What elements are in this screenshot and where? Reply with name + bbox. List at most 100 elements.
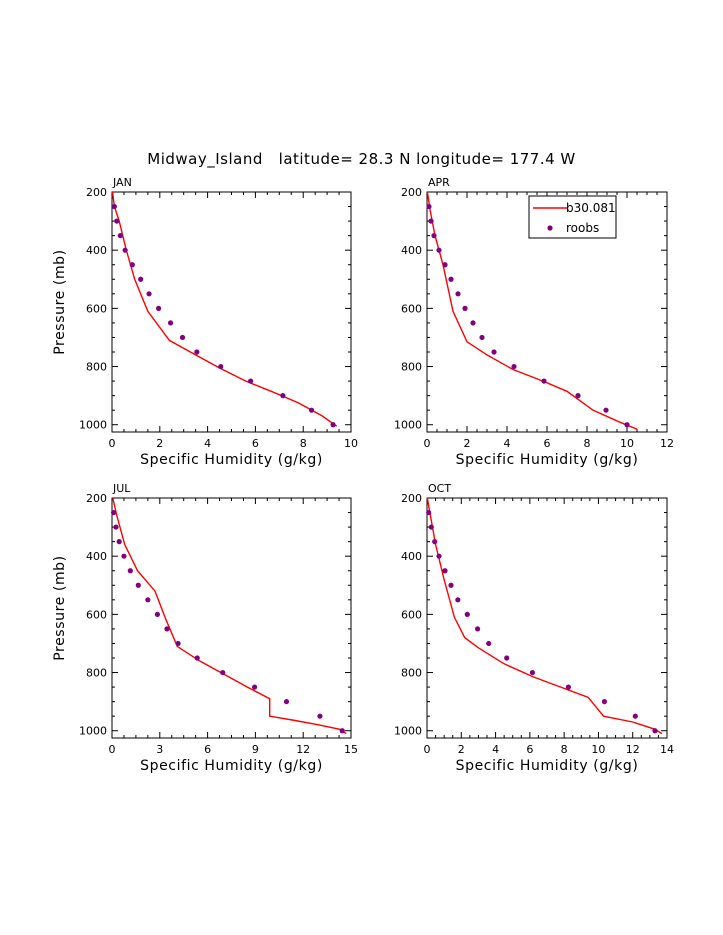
- panel-label: APR: [428, 176, 450, 189]
- x-tick-label: 0: [424, 743, 431, 756]
- obs-point: [455, 291, 461, 297]
- y-axis-label: Pressure (mb): [52, 555, 68, 660]
- obs-point: [436, 553, 442, 559]
- panel-label: JAN: [112, 176, 132, 189]
- x-tick-label: 4: [204, 437, 211, 450]
- panel-oct: 0 2 4 6 8 10 12 14 200 400 600 800 1000 OCT Specific H…: [394, 482, 674, 774]
- legend-obs-swatch: [547, 225, 553, 231]
- obs-point: [113, 524, 119, 530]
- y-tick-label: 800: [86, 361, 107, 374]
- obs-point: [164, 626, 170, 632]
- legend-model-label: b30.081: [566, 201, 616, 215]
- obs-point: [220, 669, 226, 676]
- obs-point: [541, 378, 547, 384]
- x-axis-label: Specific Humidity (g/kg): [456, 452, 639, 468]
- obs-point: [111, 203, 117, 210]
- panel-jul: 0 3 6 9 12 15 200 400 600 800 1000 JUL Specific Humi…: [52, 482, 358, 774]
- y-tick-label: 400: [86, 244, 107, 257]
- obs-point: [575, 393, 581, 399]
- plot-frame: [426, 497, 668, 739]
- y-tick-label: 200: [86, 186, 107, 199]
- x-tick-label: 8: [561, 743, 568, 756]
- obs-point: [428, 524, 434, 530]
- x-tick-label: 6: [526, 743, 533, 756]
- obs-point: [330, 422, 336, 428]
- x-axis-label: Specific Humidity (g/kg): [140, 758, 323, 774]
- y-tick-label: 1000: [394, 419, 422, 432]
- obs-point: [448, 276, 454, 282]
- y-tick-label: 200: [401, 492, 422, 505]
- x-tick-label: 2: [464, 437, 471, 450]
- obs-point: [135, 582, 141, 588]
- obs-point: [121, 553, 127, 559]
- y-tick-label: 1000: [79, 725, 107, 738]
- x-tick-label: 6: [204, 743, 211, 756]
- y-tick-label: 200: [401, 186, 422, 199]
- x-tick-label: 8: [584, 437, 591, 450]
- panel-apr: 0 2 4 6 8 10 12 200 400 600 800 1000 APR Specific Hum…: [394, 176, 674, 468]
- obs-point: [504, 655, 510, 661]
- obs-point: [603, 407, 609, 413]
- obs-point: [308, 407, 315, 413]
- obs-point: [145, 597, 151, 603]
- obs-point: [428, 218, 434, 224]
- x-tick-label: 14: [660, 743, 674, 756]
- x-tick-label: 2: [156, 437, 163, 450]
- y-tick-label: 400: [86, 550, 107, 563]
- obs-point: [339, 728, 345, 734]
- obs-point: [280, 393, 286, 399]
- obs-point: [179, 334, 186, 341]
- obs-point: [129, 262, 135, 268]
- obs-point: [122, 247, 128, 253]
- obs-point: [486, 640, 492, 647]
- x-tick-label: 12: [626, 743, 640, 756]
- y-tick-label: 800: [401, 361, 422, 374]
- obs-point: [442, 262, 448, 268]
- figure-title: Midway_Island latitude= 28.3 N longitude…: [147, 150, 576, 168]
- x-tick-label: 0: [109, 743, 116, 756]
- x-tick-label: 6: [544, 437, 551, 450]
- obs-point: [529, 669, 536, 676]
- obs-point: [167, 320, 174, 326]
- y-tick-label: 200: [86, 492, 107, 505]
- y-axis-label: Pressure (mb): [52, 249, 68, 354]
- obs-point: [462, 305, 468, 311]
- panel-jan: 0 2 4 6 8 10 200 400 600 800 1000 JAN Specific Humid…: [52, 176, 358, 468]
- obs-point: [432, 539, 438, 545]
- y-tick-label: 1000: [394, 725, 422, 738]
- x-tick-label: 4: [504, 437, 511, 450]
- obs-point: [436, 247, 442, 253]
- series-line-model: [426, 497, 663, 735]
- x-tick-label: 10: [620, 437, 634, 450]
- obs-point: [624, 422, 630, 428]
- x-tick-label: 3: [156, 743, 163, 756]
- obs-point: [317, 713, 323, 719]
- obs-point: [248, 378, 254, 384]
- obs-point: [252, 684, 258, 690]
- obs-point: [110, 509, 117, 516]
- obs-point: [431, 233, 437, 239]
- x-axis-label: Specific Humidity (g/kg): [140, 452, 323, 468]
- x-tick-label: 0: [109, 437, 116, 450]
- obs-point: [175, 640, 181, 647]
- x-tick-label: 0: [424, 437, 431, 450]
- obs-point: [194, 655, 200, 661]
- obs-point: [146, 291, 152, 297]
- y-tick-label: 600: [86, 302, 107, 315]
- obs-point: [442, 568, 448, 574]
- y-tick-label: 600: [401, 608, 422, 621]
- obs-point: [632, 713, 638, 719]
- obs-point: [156, 305, 162, 311]
- obs-point: [511, 363, 517, 370]
- y-tick-label: 1000: [79, 419, 107, 432]
- y-tick-label: 400: [401, 550, 422, 563]
- obs-point: [491, 349, 497, 355]
- x-tick-label: 8: [300, 437, 307, 450]
- x-tick-label: 12: [296, 743, 310, 756]
- obs-point: [479, 334, 485, 341]
- panel-label: OCT: [428, 482, 451, 495]
- obs-point: [652, 728, 658, 734]
- obs-point: [455, 597, 461, 603]
- x-tick-label: 10: [591, 743, 605, 756]
- obs-point: [127, 568, 133, 574]
